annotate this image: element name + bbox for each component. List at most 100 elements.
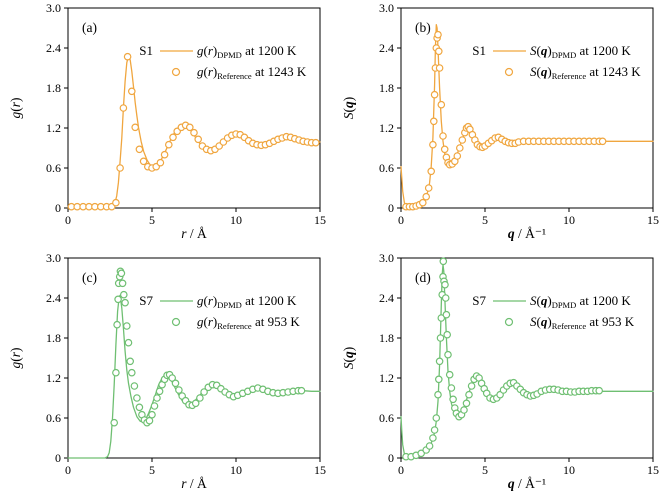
panel-tag: (d): [415, 270, 431, 285]
x-tick-label: 5: [149, 213, 155, 227]
legend-circle-symbol: [171, 67, 181, 77]
series-marker: [453, 152, 462, 160]
y-tick-label: 3.0: [46, 1, 61, 15]
y-tick-label: 1.8: [379, 81, 394, 95]
series-marker: [112, 368, 120, 377]
panel-d: 0 5 10 15 0 0.6 1.2 1.8 2.4 3.0 q / Å⁻¹ S(q) (d) S7 S(…: [333, 250, 666, 500]
y-tick-label: 1.2: [379, 371, 394, 385]
y-tick-label: 1.2: [379, 121, 394, 135]
legend-entry-label: g(r)Reference at 1243 K: [197, 64, 307, 81]
series-marker: [595, 386, 604, 395]
legend-entry-label: S(q)DPMD at 1200 K: [530, 293, 631, 310]
x-tick-label: 15: [314, 463, 326, 477]
x-tick-label: 0: [65, 463, 71, 477]
chart-d: 0 5 10 15 0 0.6 1.2 1.8 2.4 3.0 q / Å⁻¹ S(q) (d) S7 S(…: [341, 251, 659, 491]
series-marker: [168, 374, 177, 382]
series-marker: [465, 390, 473, 399]
legend-sample-label: S1: [139, 43, 153, 58]
series-marker: [190, 128, 198, 137]
x-tick-label: 5: [482, 213, 488, 227]
series-marker: [120, 290, 128, 299]
series-marker: [430, 90, 439, 99]
series-marker: [117, 269, 126, 278]
series-marker: [160, 150, 169, 159]
series-marker: [422, 192, 431, 201]
series-marker: [441, 280, 449, 289]
legend-circle-symbol: [504, 67, 514, 77]
plot-frame: [67, 7, 321, 209]
series-marker: [297, 386, 306, 395]
y-tick-label: 1.2: [46, 121, 61, 135]
series-marker: [435, 64, 444, 72]
series-marker: [196, 394, 204, 402]
series-marker: [430, 426, 439, 434]
y-tick-label: 0.6: [46, 411, 61, 425]
series-marker: [121, 298, 129, 307]
series-marker: [171, 379, 180, 388]
x-tick-label: 5: [482, 463, 488, 477]
legend-sample-label: S1: [472, 43, 486, 58]
y-tick-label: 2.4: [46, 41, 61, 55]
series-marker: [110, 418, 119, 427]
x-tick-label: 15: [647, 463, 659, 477]
plot-frame: [67, 257, 321, 459]
y-axis-label: S(q): [341, 97, 356, 120]
x-tick-label: 0: [65, 213, 71, 227]
series-marker: [442, 310, 451, 319]
y-axis-label: g(r): [8, 347, 23, 368]
series-marker: [194, 135, 203, 144]
y-tick-label: 3.0: [379, 1, 394, 15]
x-tick-label: 10: [563, 463, 575, 477]
y-tick-label: 2.4: [46, 291, 61, 305]
series-marker: [462, 399, 471, 408]
y-axis-label: S(q): [341, 347, 356, 370]
legend-entry-label: S(q)Reference at 953 K: [530, 314, 635, 331]
panel-tag: (a): [82, 20, 97, 35]
series-marker: [119, 104, 128, 112]
series-marker: [186, 123, 194, 132]
x-tick-label: 10: [230, 213, 242, 227]
series-marker: [434, 390, 442, 399]
panel-tag: (c): [82, 270, 97, 285]
x-tick-label: 0: [398, 463, 404, 477]
series-marker: [447, 384, 456, 392]
series-marker: [150, 402, 159, 410]
series-marker: [123, 52, 132, 61]
y-tick-label: 0.6: [379, 411, 394, 425]
series-marker: [135, 145, 144, 154]
x-tick-label: 15: [314, 213, 326, 227]
x-tick-label: 5: [149, 463, 155, 477]
legend-sample-label: S7: [139, 293, 153, 308]
series-marker: [175, 386, 183, 394]
legend-entry-label: g(r)Reference at 953 K: [197, 314, 300, 331]
y-tick-label: 1.2: [46, 371, 61, 385]
x-tick-label: 15: [647, 213, 659, 227]
legend-circle-symbol: [504, 317, 514, 327]
series-marker: [113, 320, 121, 329]
series-marker: [126, 357, 135, 366]
series-marker: [123, 322, 131, 330]
series-marker: [114, 295, 122, 304]
legend-circle-symbol: [171, 317, 181, 327]
x-axis-label: r / Å: [181, 226, 207, 241]
series-marker: [435, 375, 443, 384]
series-marker: [429, 434, 437, 442]
series-marker: [118, 279, 127, 288]
chart-c: 0 5 10 15 0 0.6 1.2 1.8 2.4 3.0 r / Å g(r) (c) S7 g(r)…: [8, 251, 326, 491]
panel-a: 0 5 10 15 0 0.6 1.2 1.8 2.4 3.0 r / Å g(r) (a) S1 g(r)…: [0, 0, 333, 250]
series-marker: [432, 414, 441, 422]
series-marker: [443, 330, 452, 339]
series-marker: [139, 157, 148, 166]
series-marker: [169, 133, 177, 142]
series-marker: [456, 144, 464, 152]
plot-frame: [400, 7, 654, 209]
y-tick-label: 2.4: [379, 291, 394, 305]
chart-b: 0 5 10 15 0 0.6 1.2 1.8 2.4 3.0 q / Å⁻¹ S(q) (b) S1 S(…: [341, 1, 659, 241]
panel-b: 0 5 10 15 0 0.6 1.2 1.8 2.4 3.0 q / Å⁻¹ S(q) (b) S1 S(…: [333, 0, 666, 250]
y-tick-label: 0: [55, 201, 61, 215]
series-marker: [155, 387, 164, 396]
series-marker: [131, 123, 140, 132]
panel-tag: (b): [415, 20, 431, 35]
y-tick-label: 0: [55, 451, 61, 465]
legend-entry-label: g(r)DPMD at 1200 K: [197, 43, 297, 60]
